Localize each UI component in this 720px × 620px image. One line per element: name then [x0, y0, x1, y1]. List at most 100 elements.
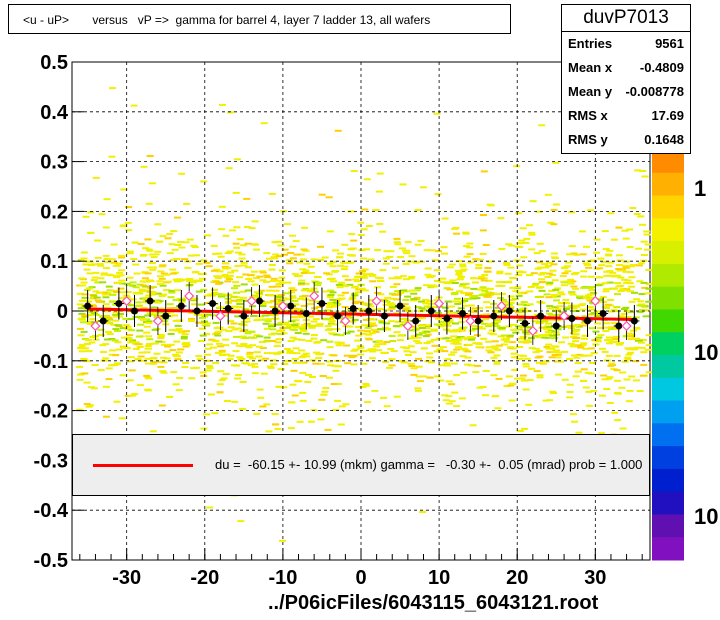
- density-cell: [386, 366, 393, 369]
- density-cell: [433, 323, 441, 326]
- density-cell: [230, 305, 238, 308]
- density-cell: [514, 377, 521, 380]
- density-cell: [399, 324, 407, 327]
- density-cell: [575, 344, 583, 347]
- density-cell: [538, 273, 545, 276]
- density-cell: [270, 256, 278, 259]
- density-cell: [399, 183, 407, 186]
- density-cell: [332, 301, 340, 304]
- density-cell: [422, 302, 430, 305]
- density-cell: [453, 300, 461, 303]
- density-cell: [329, 291, 337, 294]
- density-cell: [466, 253, 474, 256]
- density-cell: [408, 255, 416, 258]
- density-cell: [534, 267, 542, 270]
- density-cell: [240, 343, 248, 346]
- density-cell: [271, 257, 279, 260]
- density-cell: [211, 412, 219, 415]
- density-cell: [239, 330, 247, 333]
- density-cell: [336, 286, 344, 289]
- density-cell: [281, 363, 289, 365]
- density-cell: [632, 379, 640, 382]
- density-cell: [423, 284, 431, 287]
- density-cell: [526, 303, 534, 306]
- density-cell: [222, 262, 230, 265]
- density-cell: [310, 334, 318, 336]
- density-cell: [160, 371, 168, 374]
- density-cell: [259, 279, 267, 282]
- density-cell: [358, 287, 366, 290]
- density-cell: [167, 296, 175, 299]
- density-cell: [494, 311, 502, 314]
- density-cell: [368, 299, 375, 302]
- density-cell: [514, 286, 522, 289]
- density-cell: [225, 167, 233, 170]
- density-cell: [300, 258, 308, 261]
- density-cell: [159, 307, 166, 310]
- density-cell: [220, 328, 228, 331]
- density-cell: [222, 338, 230, 341]
- density-cell: [191, 303, 199, 306]
- density-cell: [482, 244, 490, 246]
- density-cell: [644, 243, 652, 246]
- density-cell: [490, 374, 498, 377]
- density-cell: [262, 314, 269, 317]
- density-cell: [553, 299, 560, 302]
- density-cell: [244, 332, 252, 335]
- color-scale-segment: [652, 468, 684, 493]
- density-cell: [95, 291, 103, 294]
- density-cell: [351, 294, 359, 297]
- density-cell: [475, 263, 483, 266]
- density-cell: [619, 288, 627, 291]
- open-point: [434, 298, 445, 309]
- density-cell: [496, 270, 504, 273]
- density-cell: [292, 240, 300, 243]
- density-cell: [294, 332, 302, 334]
- density-cell: [91, 276, 99, 279]
- density-cell: [354, 291, 362, 294]
- density-cell: [471, 307, 479, 310]
- density-cell: [448, 305, 456, 308]
- density-cell: [146, 249, 154, 252]
- density-cell: [580, 286, 588, 289]
- density-cell: [215, 293, 223, 296]
- density-cell: [297, 309, 305, 312]
- density-cell: [590, 389, 598, 392]
- density-cell: [545, 322, 552, 325]
- density-cell: [538, 289, 546, 292]
- density-cell: [360, 228, 368, 231]
- density-cell: [613, 328, 621, 331]
- density-cell: [544, 331, 552, 333]
- density-cell: [631, 337, 639, 340]
- density-cell: [203, 359, 211, 362]
- density-cell: [639, 170, 647, 172]
- density-cell: [284, 281, 292, 284]
- density-cell: [86, 321, 94, 323]
- density-cell: [463, 297, 471, 300]
- density-cell: [203, 261, 211, 264]
- density-cell: [379, 343, 387, 345]
- density-cell: [196, 358, 204, 361]
- density-cell: [227, 320, 235, 323]
- density-cell: [103, 267, 110, 270]
- density-cell: [377, 328, 385, 331]
- color-scale-segment: [652, 446, 684, 470]
- density-cell: [190, 299, 198, 302]
- density-cell: [503, 263, 511, 266]
- density-cell: [220, 377, 228, 380]
- density-cell: [473, 334, 481, 337]
- density-cell: [464, 350, 472, 353]
- density-cell: [126, 379, 134, 382]
- density-cell: [582, 295, 590, 298]
- density-cell: [419, 511, 427, 513]
- density-cell: [369, 280, 377, 283]
- density-cell: [89, 294, 97, 296]
- density-cell: [343, 332, 351, 335]
- density-cell: [191, 271, 199, 274]
- density-cell: [139, 284, 147, 287]
- density-cell: [312, 318, 320, 321]
- stat-label: RMS x: [568, 108, 608, 123]
- density-cell: [219, 103, 226, 106]
- density-cell: [83, 268, 91, 271]
- color-scale-segment: [652, 491, 684, 515]
